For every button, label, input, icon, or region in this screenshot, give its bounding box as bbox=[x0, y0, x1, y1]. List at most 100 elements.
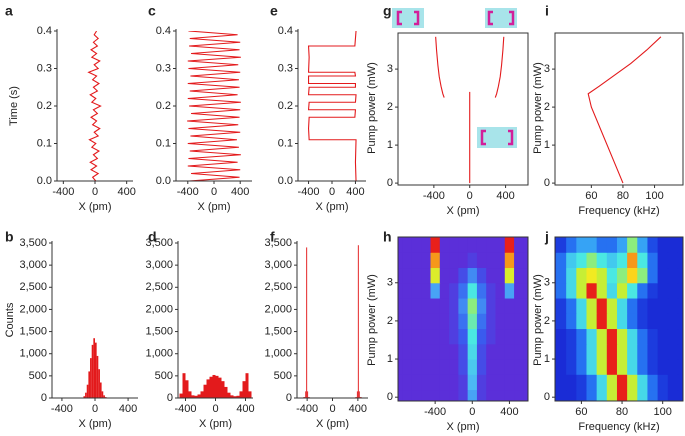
plot-area bbox=[398, 237, 528, 401]
heatmap-cell bbox=[576, 282, 587, 299]
histogram-bar bbox=[194, 395, 198, 398]
axes-frame bbox=[554, 32, 684, 186]
y-tick-label: 3,000 bbox=[145, 259, 173, 271]
heatmap-cell bbox=[486, 389, 496, 401]
panel-letter: j bbox=[544, 229, 549, 245]
heatmap-cell bbox=[486, 343, 496, 360]
heatmap-cell bbox=[556, 374, 567, 391]
heatmap-cell bbox=[627, 298, 638, 314]
heatmap-cell bbox=[504, 389, 515, 401]
x-tick-label: 400 bbox=[346, 186, 364, 198]
heatmap-cell bbox=[596, 328, 608, 345]
heatmap-cell bbox=[677, 374, 683, 391]
heatmap-cell bbox=[647, 313, 659, 330]
heatmap-cell bbox=[411, 298, 422, 314]
heatmap-cell bbox=[637, 374, 648, 391]
panel-letter: g bbox=[383, 3, 392, 19]
heatmap-cell bbox=[398, 328, 404, 345]
y-tick-label: 3,500 bbox=[264, 237, 292, 249]
heatmap-cell bbox=[486, 374, 496, 391]
axes-frame bbox=[397, 32, 529, 186]
x-tick-label: -400 bbox=[424, 406, 446, 418]
heatmap-cell bbox=[667, 237, 679, 253]
heatmap-cell bbox=[449, 359, 459, 375]
x-tick-label: -400 bbox=[423, 190, 445, 202]
y-tick-label: 3 bbox=[544, 277, 550, 289]
heatmap-cell bbox=[398, 359, 404, 375]
heatmap-cell bbox=[677, 298, 683, 314]
y-axis-label: Counts bbox=[4, 302, 16, 337]
x-tick-label: 60 bbox=[575, 406, 587, 418]
x-axis-label: X (pm) bbox=[447, 205, 480, 217]
heatmap-cell bbox=[467, 282, 478, 299]
heatmap-cell bbox=[449, 298, 459, 314]
heatmap-cell bbox=[606, 252, 618, 269]
heatmap-cell bbox=[627, 237, 638, 253]
x-tick-label: -400 bbox=[298, 186, 320, 198]
x-tick-label: 0 bbox=[212, 403, 218, 415]
histogram-bar bbox=[91, 344, 94, 398]
histogram-bar bbox=[99, 382, 102, 398]
heatmap-cell bbox=[402, 298, 413, 314]
y-tick-label: 0.1 bbox=[156, 137, 171, 149]
heatmap-cell bbox=[657, 328, 669, 345]
heatmap-cell bbox=[402, 359, 413, 375]
heatmap-cell bbox=[411, 343, 422, 360]
y-tick-label: 2 bbox=[387, 315, 393, 327]
heatmap-cell bbox=[421, 389, 431, 401]
heatmap-cell bbox=[476, 237, 487, 253]
heatmap-cell bbox=[627, 389, 638, 401]
plot-area bbox=[435, 36, 505, 184]
y-tick-label: 3,500 bbox=[145, 237, 173, 249]
histogram-bar bbox=[224, 386, 228, 398]
y-tick-label: 500 bbox=[155, 370, 173, 382]
heatmap-cell bbox=[586, 328, 598, 345]
y-tick-label: 2,000 bbox=[264, 303, 292, 315]
heatmap-cell bbox=[449, 237, 459, 253]
heatmap-cell bbox=[657, 252, 669, 269]
panel-letter: i bbox=[545, 3, 549, 19]
heatmap-cell bbox=[677, 343, 683, 360]
y-tick-label: 3,000 bbox=[264, 259, 292, 271]
plot-area bbox=[187, 31, 241, 181]
heatmap-cell bbox=[586, 343, 598, 360]
heatmap-cell bbox=[476, 282, 487, 299]
heatmap-cell bbox=[476, 389, 487, 401]
heatmap-cell bbox=[449, 267, 459, 284]
histogram-bar bbox=[236, 395, 240, 398]
histogram-bar bbox=[239, 391, 243, 398]
heatmap-cell bbox=[514, 298, 524, 314]
heatmap-cell bbox=[458, 282, 469, 299]
heatmap-cell bbox=[449, 328, 459, 345]
heatmap-cell bbox=[421, 282, 431, 299]
heatmap-cell bbox=[486, 237, 496, 253]
inset-icon bbox=[392, 8, 424, 28]
histogram-bar bbox=[191, 395, 195, 398]
heatmap-cell bbox=[439, 359, 450, 375]
heatmap-cell bbox=[504, 313, 515, 330]
histogram-bar bbox=[242, 381, 246, 398]
y-tick-label: 0.0 bbox=[156, 175, 171, 187]
axes-frame bbox=[554, 236, 684, 402]
heatmap-cell bbox=[657, 298, 669, 314]
heatmap-cell bbox=[616, 343, 628, 360]
heatmap-cell bbox=[495, 328, 506, 345]
y-axis-label: Pump power (mW) bbox=[532, 62, 544, 154]
heatmap-cell bbox=[556, 389, 567, 401]
heatmap-cell bbox=[523, 328, 528, 345]
inset-bracket bbox=[487, 10, 515, 26]
heatmap-cell bbox=[555, 389, 557, 401]
heatmap-cell bbox=[421, 374, 431, 391]
heatmap-cell bbox=[504, 252, 515, 269]
heatmap-cell bbox=[677, 267, 683, 284]
heatmap-cell bbox=[486, 252, 496, 269]
heatmap-cell bbox=[523, 298, 528, 314]
heatmap-cell bbox=[439, 343, 450, 360]
y-tick-label: 0 bbox=[544, 391, 550, 403]
heatmap-cell bbox=[495, 389, 506, 401]
y-tick-label: 0.3 bbox=[156, 62, 171, 74]
heatmap-cell bbox=[627, 267, 638, 284]
